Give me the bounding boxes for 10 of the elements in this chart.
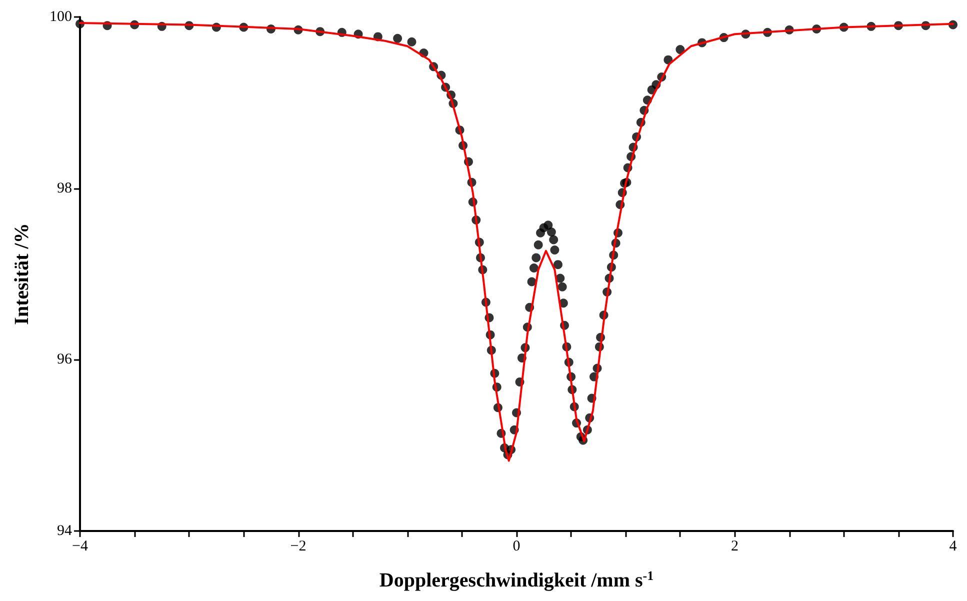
y-tick-label: 100 [50, 9, 72, 25]
x-tick-label: 4 [949, 538, 958, 554]
x-tick-label: −2 [290, 538, 306, 554]
x-tick-label: 2 [731, 538, 738, 554]
x-tick-label: 0 [512, 538, 520, 554]
y-axis-title: Intesität /% [11, 223, 33, 325]
x-tick-label: −4 [72, 538, 88, 554]
y-tick-label: 96 [57, 352, 72, 368]
y-tick-label: 94 [57, 523, 72, 539]
y-tick-label: 98 [57, 180, 72, 196]
